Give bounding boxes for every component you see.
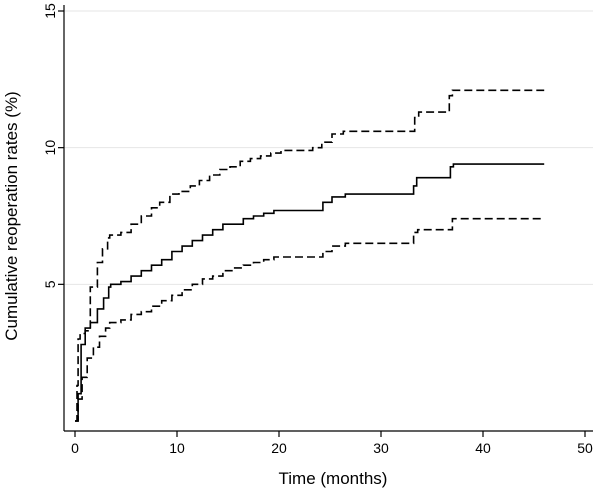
x-tick-label: 10 (169, 440, 185, 456)
x-tick-label: 40 (475, 440, 491, 456)
gridlines (64, 10, 593, 285)
x-tick-label: 50 (577, 440, 593, 456)
lower-ci-line (75, 217, 545, 422)
estimate-line (75, 163, 545, 422)
axes (63, 5, 593, 432)
x-tick-label: 20 (271, 440, 287, 456)
y-tick-label: 10 (42, 140, 58, 156)
x-tick-label: 30 (373, 440, 389, 456)
y-axis-label: Cumulative reoperation rates (%) (2, 91, 21, 340)
x-axis-label: Time (months) (279, 469, 388, 488)
ticks: 5 10 15 0 10 20 30 40 50 (42, 3, 593, 456)
upper-ci-line (75, 89, 545, 422)
series (75, 89, 545, 422)
y-tick-label: 5 (42, 280, 58, 288)
y-tick-label: 15 (42, 3, 58, 19)
x-tick-label: 0 (71, 440, 79, 456)
